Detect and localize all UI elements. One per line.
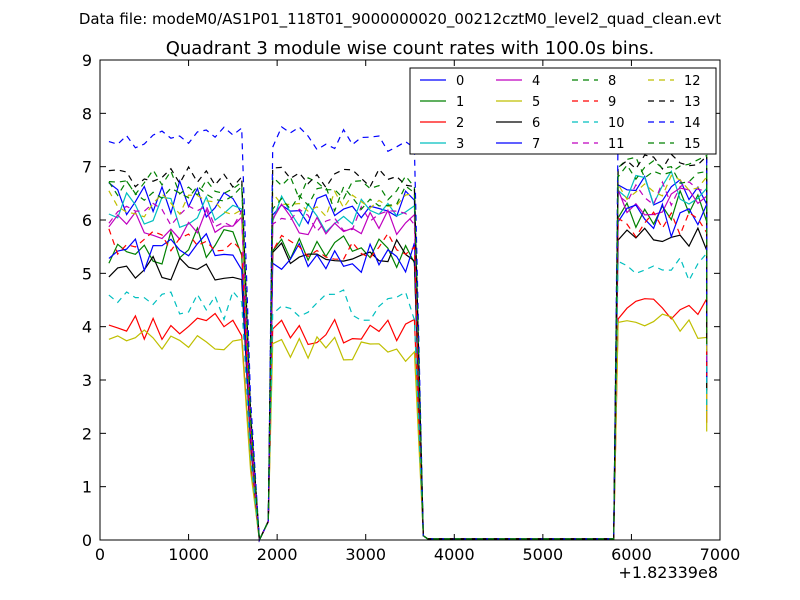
series-line-5 (108, 313, 708, 543)
y-tick-label: 6 (82, 211, 92, 230)
x-offset-label: +1.82339e8 (618, 563, 718, 582)
legend-label: 6 (532, 116, 540, 131)
series-line-15 (108, 160, 708, 543)
legend-label: 12 (684, 74, 701, 89)
x-tick-label: 2000 (257, 545, 298, 564)
x-tick-label: 7000 (700, 545, 741, 564)
legend-label: 0 (456, 74, 464, 89)
legend-label: 9 (608, 95, 616, 110)
legend-label: 3 (456, 137, 464, 152)
legend-label: 8 (608, 74, 616, 89)
legend-label: 10 (608, 116, 625, 131)
series-line-0 (108, 174, 708, 543)
series-line-2 (108, 296, 708, 543)
y-tick-label: 5 (82, 264, 92, 283)
y-tick-label: 0 (82, 531, 92, 550)
y-tick-label: 1 (82, 478, 92, 497)
x-tick-label: 6000 (611, 545, 652, 564)
series-line-7 (108, 202, 708, 543)
series-line-11 (108, 180, 708, 543)
series-line-3 (108, 169, 708, 543)
series-line-6 (108, 226, 708, 543)
legend-label: 15 (684, 137, 701, 152)
plot-frame (99, 59, 721, 541)
data-file-header: Data file: modeM0/AS1P01_118T01_90000000… (79, 10, 721, 29)
legend-label: 2 (456, 116, 464, 131)
series-line-4 (108, 187, 708, 543)
x-tick-label: 4000 (434, 545, 475, 564)
y-tick-label: 3 (82, 371, 92, 390)
series-line-10 (108, 251, 708, 543)
x-tick-label: 5000 (522, 545, 563, 564)
plot-lines (108, 123, 708, 543)
chart-title: Quadrant 3 module wise count rates with … (166, 38, 655, 59)
series-line-12 (108, 174, 708, 543)
legend-label: 4 (532, 74, 540, 89)
y-tick-label: 7 (82, 158, 92, 177)
x-tick-label: 3000 (345, 545, 386, 564)
x-tick-label: 1000 (168, 545, 209, 564)
y-tick-label: 2 (82, 424, 92, 443)
y-tick-label: 9 (82, 51, 92, 70)
legend-label: 11 (608, 137, 625, 152)
legend-label: 13 (684, 95, 701, 110)
legend-label: 1 (456, 95, 464, 110)
y-tick-label: 4 (82, 318, 92, 337)
legend-box (409, 67, 717, 155)
y-tick-label: 8 (82, 104, 92, 123)
series-line-9 (108, 211, 708, 543)
legend-label: 5 (532, 95, 540, 110)
series-line-13 (108, 153, 708, 543)
legend-label: 14 (684, 116, 701, 131)
legend-label: 7 (532, 137, 540, 152)
x-tick-label: 0 (95, 545, 105, 564)
